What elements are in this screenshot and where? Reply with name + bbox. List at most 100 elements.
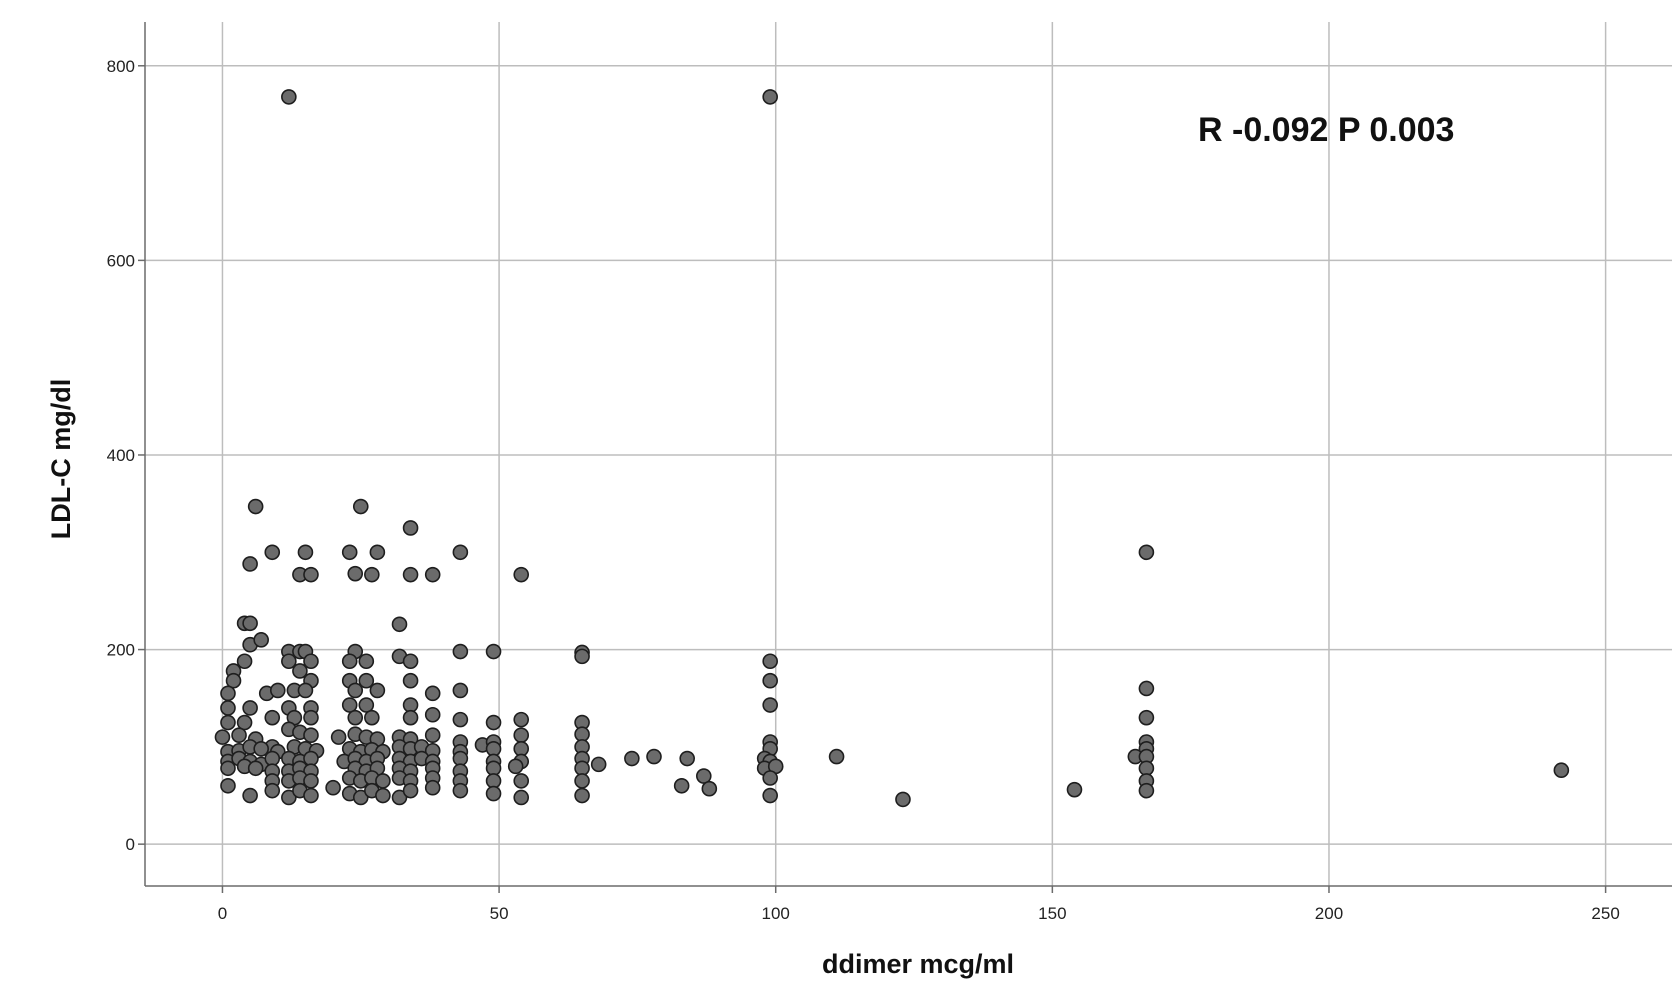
data-point [452,782,469,799]
data-point [424,779,441,796]
data-point [452,544,469,561]
x-axis-title: ddimer mcg/ml [822,949,1014,979]
data-point [485,643,502,660]
data-point [1138,680,1155,697]
data-point [424,727,441,743]
data-point [507,758,524,775]
x-tick-label: 100 [762,904,790,923]
data-point [391,616,408,633]
data-point [358,653,375,670]
axes [138,22,1672,893]
data-point [303,787,319,804]
data-point [281,653,297,670]
data-point [303,773,319,789]
data-point [1138,782,1155,799]
data-point [303,653,319,670]
data-point [352,498,369,515]
data-point [624,750,640,767]
data-point [358,697,375,713]
data-point [297,682,314,699]
data-point [231,727,247,743]
data-point [225,672,242,689]
data-point [281,89,297,105]
data-point [214,729,231,745]
data-point [236,714,253,731]
data-point [673,777,690,794]
y-axis-title: LDL-C mg/dl [46,379,76,539]
data-point [762,787,778,804]
data-point [574,648,590,665]
data-point [330,729,347,745]
y-tick-label: 600 [107,251,135,270]
data-point [452,682,469,699]
y-tick-label: 200 [107,641,135,660]
data-point [364,566,380,583]
data-point [264,709,281,726]
data-point [1553,762,1570,779]
data-point [264,544,281,561]
data-point [1066,781,1083,798]
data-point [358,672,375,689]
data-point [402,520,419,536]
data-points [214,89,1570,808]
data-point [220,777,236,794]
data-point [242,700,258,716]
data-point [590,756,607,773]
data-point [452,643,469,660]
data-point [281,789,297,806]
data-point [253,741,269,757]
data-point [762,89,778,105]
data-point [513,727,530,743]
data-point [303,566,319,583]
data-point [341,653,358,670]
data-point [513,711,530,728]
data-point [264,782,281,799]
data-point [402,566,419,583]
data-point [242,787,258,804]
data-point [762,697,778,713]
data-point [485,714,502,731]
data-point [762,653,778,670]
data-point [762,770,778,786]
y-tick-label: 800 [107,57,135,76]
y-tick-label: 0 [126,835,135,854]
data-point [402,672,419,689]
data-point [375,773,391,789]
data-point [513,773,530,789]
gridlines [145,22,1672,886]
data-point [220,685,236,702]
data-point [574,787,590,804]
data-point [347,565,364,582]
data-point [402,709,419,726]
data-point [352,789,369,806]
y-tick-label: 400 [107,446,135,465]
data-point [513,789,530,806]
data-point [220,714,236,731]
data-point [303,727,319,743]
data-point [679,750,695,767]
data-point [247,760,264,777]
data-point [369,544,386,561]
data-point [695,768,712,784]
data-point [895,791,911,808]
data-point [375,787,391,804]
data-point [1138,709,1155,726]
data-point [347,709,364,726]
data-point [485,785,502,802]
data-point [646,748,662,765]
data-point [220,760,236,777]
data-point [1138,544,1155,561]
data-point [762,672,778,689]
data-point [402,782,419,799]
data-point [574,773,590,789]
data-point [701,780,718,797]
x-tick-label: 0 [218,904,227,923]
x-tick-label: 250 [1591,904,1619,923]
data-point [828,748,845,765]
data-point [325,779,341,796]
data-point [247,498,264,515]
data-point [513,566,530,583]
data-point [364,709,380,726]
data-point [242,556,258,572]
